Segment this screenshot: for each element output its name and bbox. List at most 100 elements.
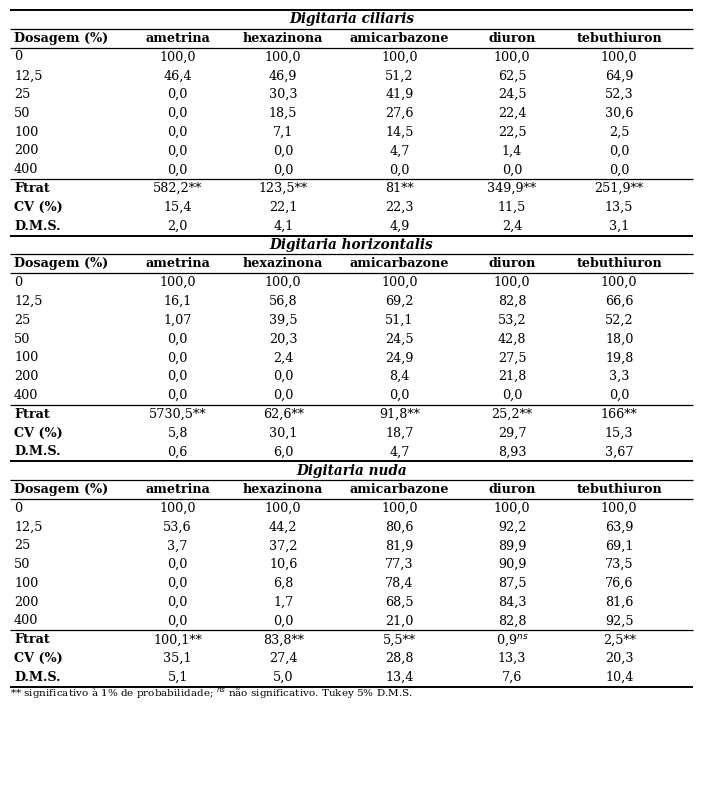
- Text: 8,93: 8,93: [498, 446, 527, 458]
- Text: 3,7: 3,7: [167, 539, 188, 552]
- Text: Ftrat: Ftrat: [14, 182, 50, 195]
- Text: 0,0: 0,0: [167, 351, 188, 364]
- Text: 0,0: 0,0: [609, 144, 629, 158]
- Text: 27,6: 27,6: [385, 107, 413, 120]
- Text: 0,0: 0,0: [502, 163, 522, 176]
- Text: 0,0: 0,0: [273, 389, 293, 402]
- Text: 22,1: 22,1: [269, 201, 297, 214]
- Text: 84,3: 84,3: [498, 596, 527, 609]
- Text: 1,07: 1,07: [164, 314, 192, 327]
- Text: Ftrat: Ftrat: [14, 408, 50, 421]
- Text: 4,1: 4,1: [273, 220, 293, 232]
- Text: 82,8: 82,8: [498, 295, 527, 308]
- Text: 10,6: 10,6: [269, 558, 297, 571]
- Text: 0,0: 0,0: [609, 389, 629, 402]
- Text: 0,0: 0,0: [273, 370, 293, 383]
- Text: CV (%): CV (%): [14, 201, 63, 214]
- Text: 0: 0: [14, 502, 22, 515]
- Text: diuron: diuron: [489, 32, 536, 44]
- Text: 0,9$^{ns}$: 0,9$^{ns}$: [496, 632, 528, 648]
- Text: 100,0: 100,0: [494, 502, 530, 515]
- Text: 13,5: 13,5: [605, 201, 633, 214]
- Text: Ftrat: Ftrat: [14, 634, 50, 646]
- Text: ametrina: ametrina: [146, 32, 210, 44]
- Text: 68,5: 68,5: [385, 596, 413, 609]
- Text: 53,2: 53,2: [498, 314, 527, 327]
- Text: 20,3: 20,3: [605, 652, 633, 665]
- Text: 30,3: 30,3: [269, 88, 297, 101]
- Text: 0,0: 0,0: [167, 596, 188, 609]
- Text: 100,0: 100,0: [160, 51, 196, 63]
- Text: 100,0: 100,0: [494, 51, 530, 63]
- Text: 50: 50: [14, 558, 30, 571]
- Text: 5,5**: 5,5**: [382, 634, 416, 646]
- Text: 100,0: 100,0: [381, 502, 418, 515]
- Text: 62,6**: 62,6**: [263, 408, 304, 421]
- Text: 7,1: 7,1: [273, 126, 293, 139]
- Text: 100,0: 100,0: [160, 276, 196, 289]
- Text: 5,0: 5,0: [273, 671, 293, 684]
- Text: ametrina: ametrina: [146, 257, 210, 270]
- Text: 27,5: 27,5: [498, 351, 527, 364]
- Text: 80,6: 80,6: [385, 520, 413, 534]
- Text: 24,5: 24,5: [385, 332, 413, 346]
- Text: 251,9**: 251,9**: [595, 182, 644, 195]
- Text: 25: 25: [14, 88, 30, 101]
- Text: 3,1: 3,1: [609, 220, 629, 232]
- Text: 5,1: 5,1: [167, 671, 188, 684]
- Text: hexazinona: hexazinona: [243, 483, 323, 496]
- Text: 18,7: 18,7: [385, 427, 413, 439]
- Text: 83,8**: 83,8**: [263, 634, 304, 646]
- Text: 30,6: 30,6: [605, 107, 633, 120]
- Text: 12,5: 12,5: [14, 69, 42, 82]
- Text: 82,8: 82,8: [498, 615, 527, 627]
- Text: 35,1: 35,1: [163, 652, 192, 665]
- Text: 27,4: 27,4: [269, 652, 297, 665]
- Text: 91,8**: 91,8**: [379, 408, 420, 421]
- Text: 123,5**: 123,5**: [259, 182, 308, 195]
- Text: 100,0: 100,0: [601, 502, 638, 515]
- Text: amicarbazone: amicarbazone: [349, 257, 449, 270]
- Text: 0,0: 0,0: [167, 558, 188, 571]
- Text: 0,0: 0,0: [167, 163, 188, 176]
- Text: 0,0: 0,0: [273, 144, 293, 158]
- Text: 16,1: 16,1: [164, 295, 192, 308]
- Text: Digitaria horizontalis: Digitaria horizontalis: [270, 238, 433, 252]
- Text: 78,4: 78,4: [385, 577, 413, 590]
- Text: 100,0: 100,0: [381, 51, 418, 63]
- Text: 81**: 81**: [385, 182, 413, 195]
- Text: D.M.S.: D.M.S.: [14, 671, 60, 684]
- Text: 7,6: 7,6: [502, 671, 522, 684]
- Text: 4,7: 4,7: [389, 446, 409, 458]
- Text: 582,2**: 582,2**: [153, 182, 202, 195]
- Text: 0,0: 0,0: [167, 370, 188, 383]
- Text: 100,0: 100,0: [601, 51, 638, 63]
- Text: 4,9: 4,9: [389, 220, 409, 232]
- Text: diuron: diuron: [489, 257, 536, 270]
- Text: 5,8: 5,8: [167, 427, 188, 439]
- Text: D.M.S.: D.M.S.: [14, 220, 60, 232]
- Text: tebuthiuron: tebuthiuron: [576, 32, 662, 44]
- Text: 100: 100: [14, 351, 38, 364]
- Text: 100,1**: 100,1**: [153, 634, 202, 646]
- Text: 50: 50: [14, 332, 30, 346]
- Text: 25,2**: 25,2**: [491, 408, 533, 421]
- Text: 100,0: 100,0: [381, 276, 418, 289]
- Text: 22,3: 22,3: [385, 201, 413, 214]
- Text: 0,0: 0,0: [389, 389, 409, 402]
- Text: 1,4: 1,4: [502, 144, 522, 158]
- Text: 89,9: 89,9: [498, 539, 527, 552]
- Text: 200: 200: [14, 596, 39, 609]
- Text: CV (%): CV (%): [14, 652, 63, 665]
- Text: 2,5: 2,5: [609, 126, 629, 139]
- Text: 29,7: 29,7: [498, 427, 527, 439]
- Text: 0,0: 0,0: [167, 126, 188, 139]
- Text: 0,0: 0,0: [167, 577, 188, 590]
- Text: 66,6: 66,6: [605, 295, 633, 308]
- Text: 349,9**: 349,9**: [487, 182, 536, 195]
- Text: 2,4: 2,4: [502, 220, 522, 232]
- Text: 73,5: 73,5: [605, 558, 633, 571]
- Text: 0,0: 0,0: [167, 107, 188, 120]
- Text: 22,4: 22,4: [498, 107, 527, 120]
- Text: 13,3: 13,3: [498, 652, 526, 665]
